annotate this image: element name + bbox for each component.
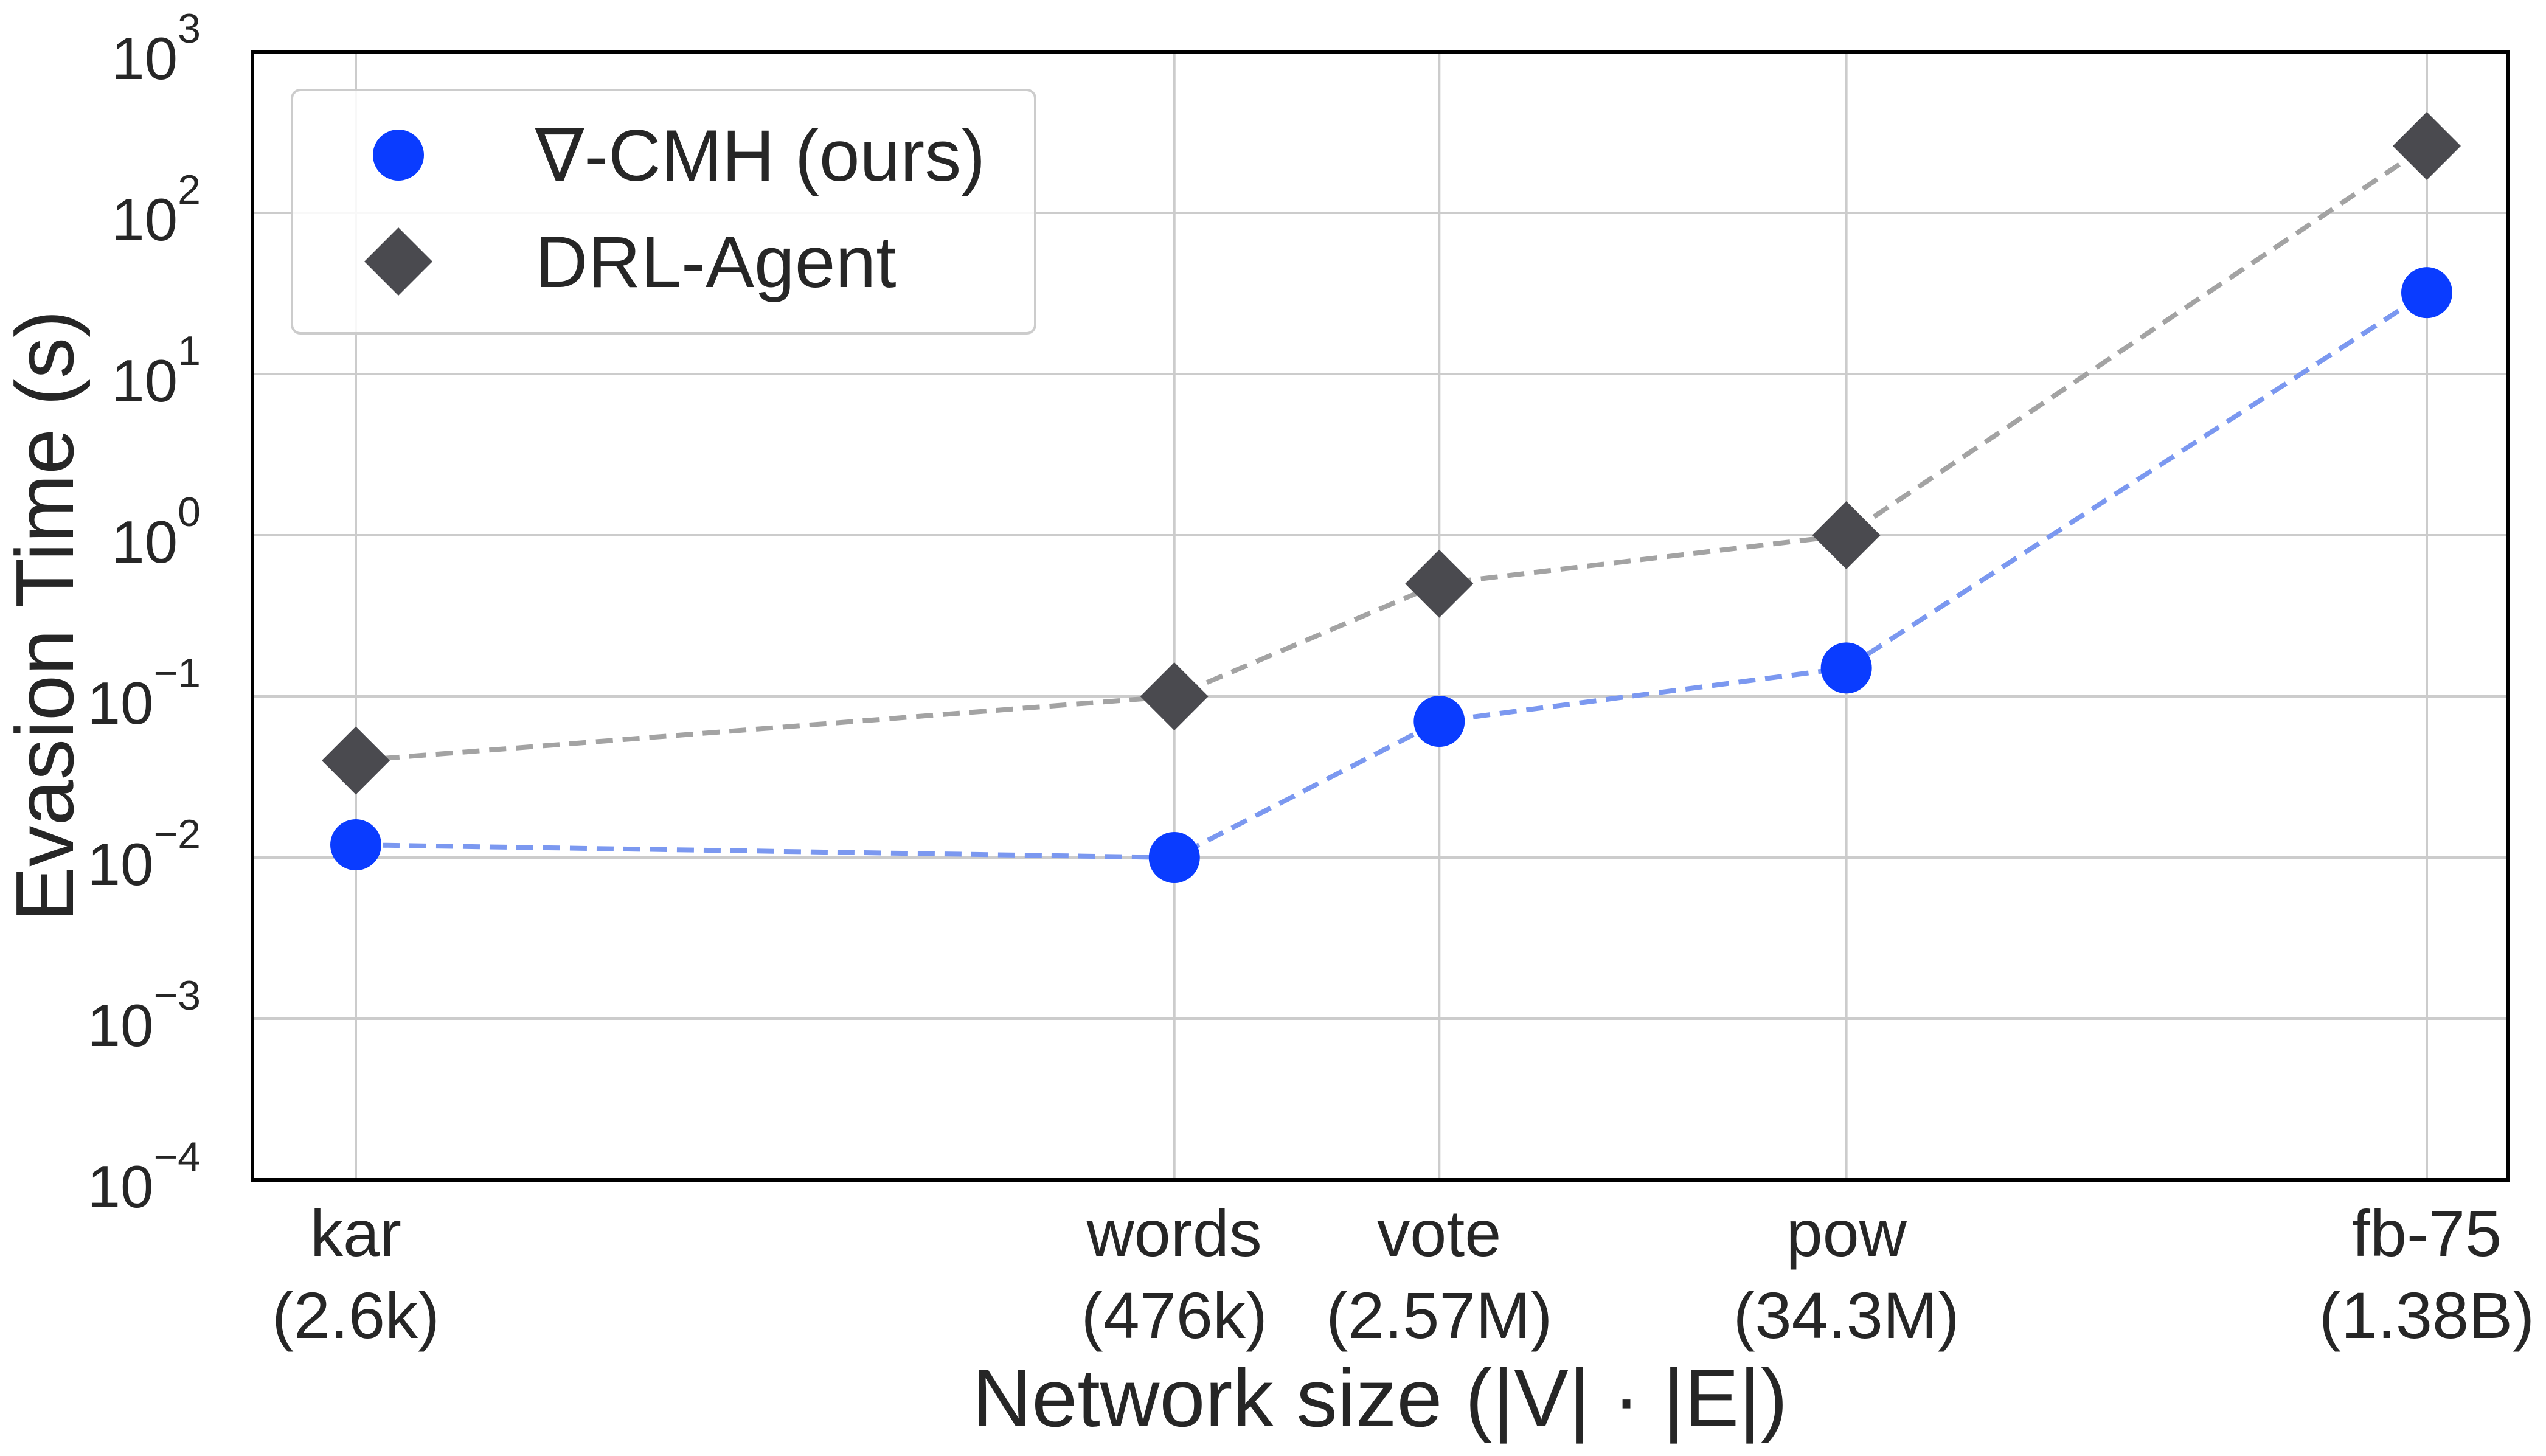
drl-point-pow [1812, 501, 1881, 569]
cmh-point-kar [330, 819, 381, 871]
x-tick-labels: kar (2.6k) words (476k) vote (2.57M) pow (34.3M… [272, 1196, 2534, 1352]
cmh-point-fb-75 [2401, 267, 2452, 319]
y-tick-label: 10−1 [87, 650, 201, 737]
x-axis-label: Network size (|V| · |E|) [973, 1352, 1788, 1444]
x-tick-sublabel-pow: (34.3M) [1733, 1278, 1960, 1352]
legend-box [291, 89, 1036, 335]
legend: ∇-CMH (ours) DRL-Agent [291, 89, 1036, 335]
y-axis-label: Evasion Time (s) [0, 310, 91, 921]
plot-frame [251, 50, 2510, 1182]
series-line-0 [355, 290, 2429, 861]
x-tick-sublabel-fb-75: (1.38B) [2319, 1278, 2534, 1352]
x-tick-sublabel-vote: (2.57M) [1326, 1278, 1552, 1352]
x-tick-label-vote: vote [1377, 1196, 1501, 1270]
x-tick-sublabel-words: (476k) [1081, 1278, 1268, 1352]
legend-marker-circle [373, 130, 424, 181]
legend-label-1: DRL-Agent [535, 221, 897, 303]
legend-marker-diamond [364, 227, 432, 296]
y-tick-label: 10−3 [87, 972, 201, 1059]
y-tick-label: 103 [111, 5, 201, 92]
y-tick-label: 100 [111, 489, 201, 575]
cmh-point-pow [1820, 642, 1872, 694]
x-tick-label-words: words [1086, 1196, 1262, 1270]
drl-point-fb-75 [2393, 112, 2461, 181]
y-tick-label: 102 [111, 167, 201, 253]
y-tick-label: 10−4 [87, 1134, 201, 1220]
legend-label-0: ∇-CMH (ours) [535, 115, 985, 196]
cmh-point-words [1148, 832, 1200, 883]
drl-point-vote [1405, 549, 1474, 618]
x-tick-label-pow: pow [1786, 1196, 1907, 1270]
y-tick-labels: 10−4 10−3 10−2 10−1 100 101 102 103 [87, 5, 201, 1220]
x-tick-sublabel-kar: (2.6k) [272, 1278, 440, 1352]
drl-point-kar [322, 726, 390, 795]
drl-point-words [1140, 662, 1209, 730]
series-markers [322, 112, 2461, 883]
cmh-point-vote [1413, 696, 1465, 747]
y-tick-label: 101 [111, 328, 201, 414]
grid-lines [252, 50, 2508, 1181]
x-tick-label-fb-75: fb-75 [2352, 1196, 2502, 1270]
y-tick-label: 10−2 [87, 811, 201, 898]
x-tick-label-kar: kar [310, 1196, 401, 1270]
